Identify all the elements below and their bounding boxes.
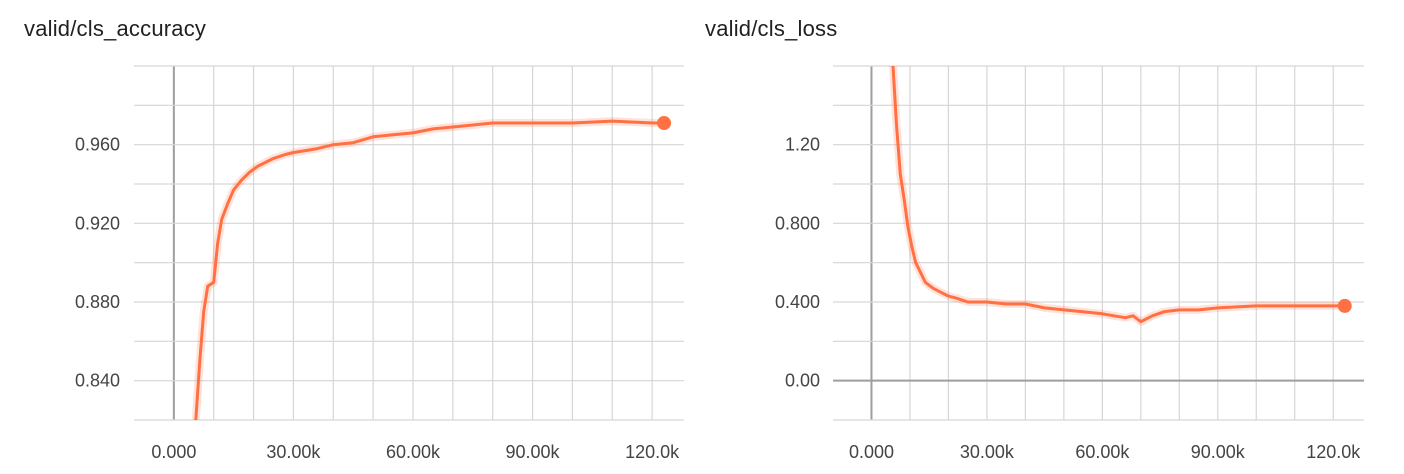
x-tick-label: 90.00k	[506, 442, 561, 462]
y-tick-label: 0.920	[75, 213, 120, 233]
series-line	[891, 66, 1347, 324]
y-tick-label: 0.800	[775, 213, 820, 233]
y-tick-label: 1.20	[785, 135, 820, 155]
x-tick-label: 60.00k	[386, 442, 441, 462]
x-tick-label: 0.000	[151, 442, 196, 462]
chart-title-loss: valid/cls_loss	[705, 16, 838, 41]
series-endpoint-marker[interactable]	[657, 116, 672, 131]
series-endpoint-marker[interactable]	[1337, 298, 1352, 313]
chart-loss: 0.00 0.400 0.800 1.20 0.000 30.00k 60.00k 90.00…	[775, 65, 1364, 462]
chart-accuracy: 0.840 0.880 0.920 0.960 0.000 30.00k 60.00k 90.…	[75, 65, 684, 462]
y-tick-label: 0.840	[75, 371, 120, 391]
x-tick-label: 120.0k	[1306, 442, 1361, 462]
series-line	[194, 119, 666, 420]
series-raw-shade	[889, 66, 1349, 326]
y-tick-label: 0.400	[775, 292, 820, 312]
x-tick-label: 0.000	[849, 442, 894, 462]
x-tick-label: 30.00k	[266, 442, 321, 462]
x-tick-label: 120.0k	[625, 442, 680, 462]
chart-title-accuracy: valid/cls_accuracy	[24, 16, 207, 41]
x-tick-label: 30.00k	[960, 442, 1015, 462]
y-tick-label: 0.00	[785, 371, 820, 391]
x-tick-label: 90.00k	[1191, 442, 1246, 462]
series-raw-shade	[191, 117, 669, 420]
y-tick-label: 0.880	[75, 292, 120, 312]
x-tick-label: 60.00k	[1075, 442, 1130, 462]
y-tick-label: 0.960	[75, 135, 120, 155]
